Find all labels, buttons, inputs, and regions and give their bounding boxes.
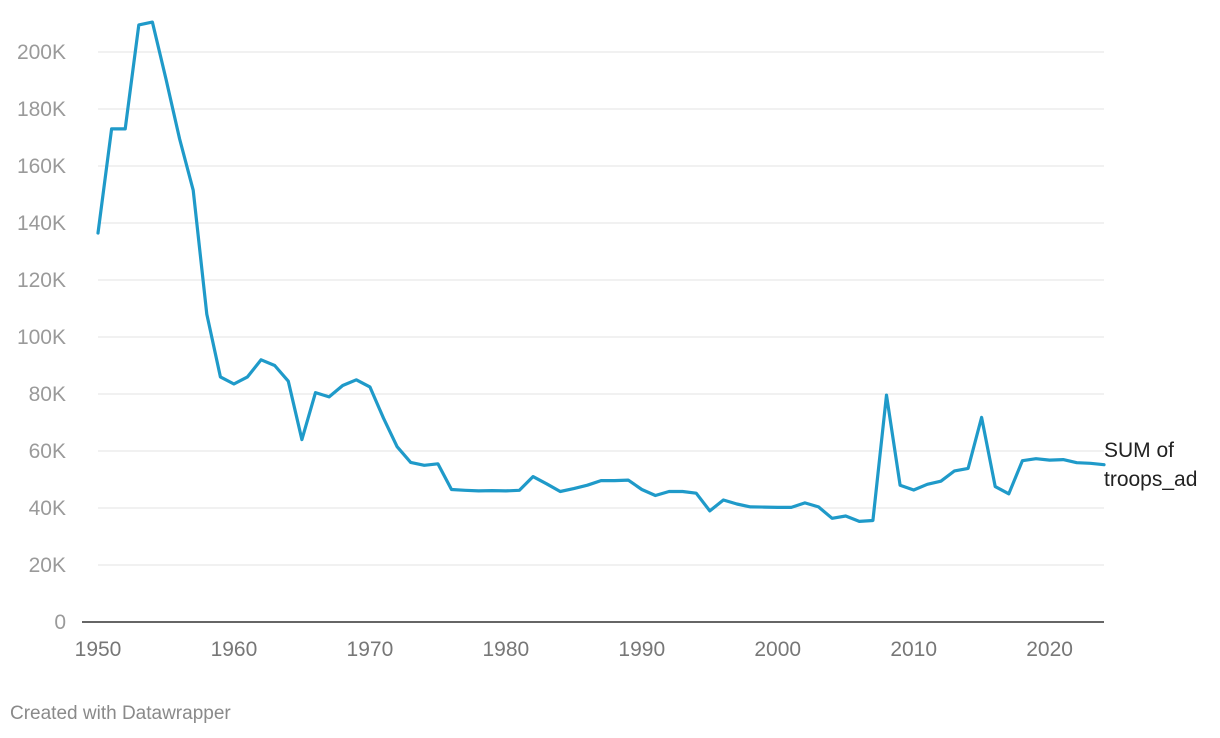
x-tick-label: 2000 <box>754 638 801 661</box>
y-axis-tick-labels: 0 20K 40K 60K 80K 100K 120K 140K 160K 180K 200K <box>17 41 66 634</box>
x-tick-label: 1950 <box>75 638 122 661</box>
y-tick-label: 0 <box>54 611 66 634</box>
x-tick-label: 1980 <box>482 638 529 661</box>
x-tick-label: 1960 <box>211 638 258 661</box>
y-tick-label: 160K <box>17 155 66 178</box>
line-chart: 0 20K 40K 60K 80K 100K 120K 140K 160K 180K 200K 19… <box>17 20 1197 661</box>
x-tick-label: 2020 <box>1026 638 1073 661</box>
credit-text: Created with Datawrapper <box>10 703 231 724</box>
gridlines <box>98 51 1104 566</box>
y-tick-label: 20K <box>29 554 66 577</box>
series-label-line: troops_ad <box>1104 468 1197 491</box>
series-line-troops <box>96 20 1106 523</box>
x-tick-label: 2010 <box>890 638 937 661</box>
y-tick-label: 40K <box>29 497 66 520</box>
y-tick-label: 140K <box>17 212 66 235</box>
series-label-line: SUM of <box>1104 439 1174 462</box>
x-tick-label: 1970 <box>347 638 394 661</box>
y-tick-label: 180K <box>17 98 66 121</box>
x-axis-tick-labels: 1950 1960 1970 1980 1990 2000 2010 2020 <box>75 638 1073 661</box>
y-tick-label: 120K <box>17 269 66 292</box>
x-tick-label: 1990 <box>618 638 665 661</box>
y-tick-label: 80K <box>29 383 66 406</box>
y-tick-label: 100K <box>17 326 66 349</box>
series-label: SUM of troops_ad <box>1104 439 1197 491</box>
y-tick-label: 200K <box>17 41 66 64</box>
y-tick-label: 60K <box>29 440 66 463</box>
